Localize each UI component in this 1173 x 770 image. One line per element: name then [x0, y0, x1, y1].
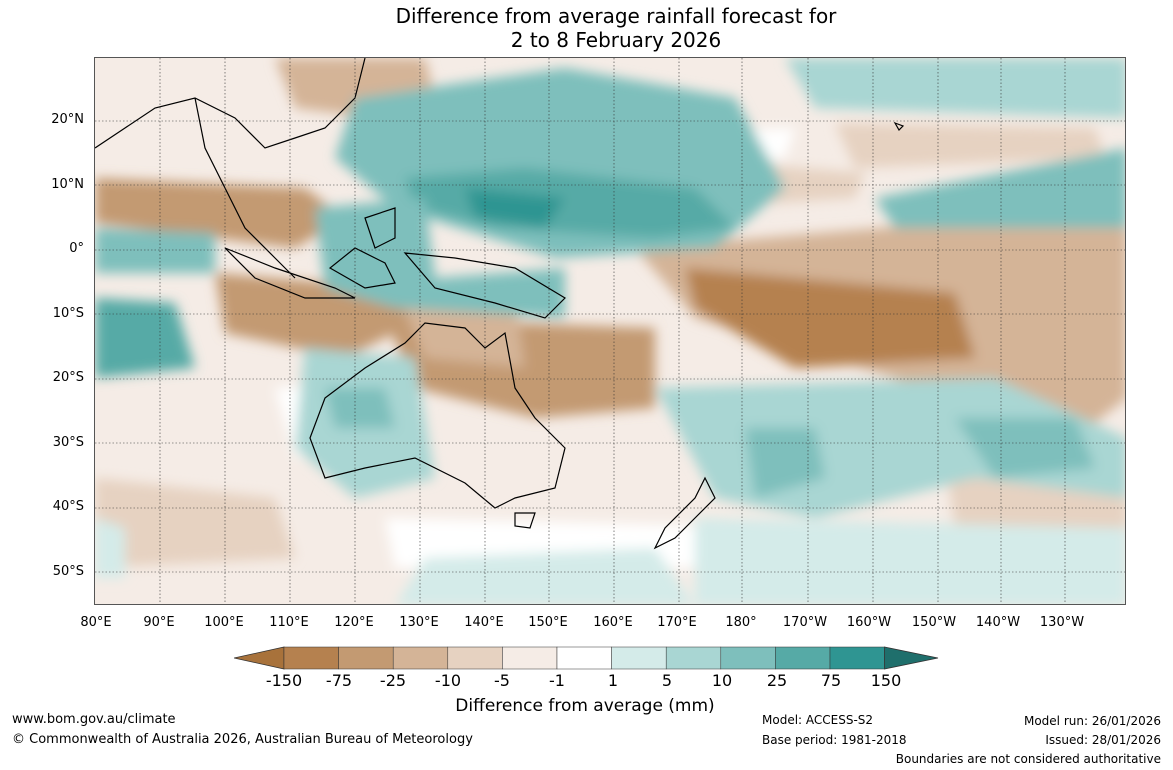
colorbar-label: 25	[766, 671, 788, 690]
colorbar-arrow-left	[234, 646, 285, 670]
title-line-1: Difference from average rainfall forecas…	[395, 4, 837, 28]
colorbar-swatch	[829, 646, 885, 670]
colorbar-label: -1	[549, 671, 565, 690]
lon-label-120e: 120°E	[334, 615, 374, 630]
colorbar-label: 75	[820, 671, 842, 690]
colorbar-swatch	[502, 646, 558, 670]
colorbar-title: Difference from average (mm)	[455, 696, 715, 716]
lat-label-20s: 20°S	[52, 370, 84, 385]
colorbar-swatch	[283, 646, 339, 670]
issued-date: Issued: 28/01/2026	[1045, 733, 1161, 747]
lat-label-10s: 10°S	[52, 306, 84, 321]
lon-label-140e: 140°E	[464, 615, 504, 630]
base-period: Base period: 1981-2018	[762, 733, 907, 747]
website-link[interactable]: www.bom.gov.au/climate	[12, 712, 176, 727]
colorbar-swatch	[392, 646, 449, 670]
model-run-date: Model run: 26/01/2026	[1023, 714, 1161, 728]
colorbar-label: -5	[494, 671, 510, 690]
lon-label-100e: 100°E	[204, 615, 244, 630]
lon-label-160w: 160°W	[846, 615, 892, 630]
title-line-2: 2 to 8 February 2026	[510, 28, 722, 52]
colorbar-label: 5	[661, 671, 673, 690]
graticule	[95, 58, 1125, 604]
colorbar-label: -75	[325, 671, 353, 690]
lon-label-170e: 170°E	[657, 615, 697, 630]
colorbar-label: -10	[434, 671, 462, 690]
lat-label-40s: 40°S	[52, 499, 84, 514]
lon-label-160e: 160°E	[593, 615, 633, 630]
copyright-text: © Commonwealth of Australia 2026, Austra…	[12, 732, 473, 747]
lat-label-50s: 50°S	[52, 564, 84, 579]
lat-label-0: 0°	[69, 241, 84, 256]
colorbar-label: 10	[711, 671, 733, 690]
lon-label-170w: 170°W	[782, 615, 828, 630]
colorbar-swatch	[447, 646, 503, 670]
colorbar-swatch	[338, 646, 394, 670]
lon-label-90e: 90°E	[143, 615, 175, 630]
colorbar-swatch	[775, 646, 831, 670]
lat-label-20n: 20°N	[51, 112, 84, 127]
colorbar-label: -25	[379, 671, 407, 690]
colorbar-swatch	[665, 646, 722, 670]
lon-label-150w: 150°W	[911, 615, 957, 630]
colorbar-label: -150	[265, 671, 303, 690]
lon-label-80e: 80°E	[80, 615, 112, 630]
lon-label-140w: 140°W	[975, 615, 1021, 630]
colorbar-label: 150	[870, 671, 902, 690]
boundary-disclaimer: Boundaries are not considered authoritat…	[895, 752, 1161, 766]
lon-label-180: 180°	[725, 615, 757, 630]
lat-label-30s: 30°S	[52, 435, 84, 450]
lon-label-110e: 110°E	[269, 615, 309, 630]
rainfall-anomaly-map	[94, 57, 1126, 605]
colorbar-arrow-right	[884, 646, 939, 670]
anomaly-field	[95, 58, 1125, 604]
map-canvas	[95, 58, 1125, 604]
colorbar-swatch	[556, 646, 612, 670]
colorbar-label: 1	[607, 671, 619, 690]
lon-label-130e: 130°E	[399, 615, 439, 630]
colorbar-swatch	[611, 646, 667, 670]
lon-label-130w: 130°W	[1039, 615, 1085, 630]
chart-title: Difference from average rainfall forecas…	[0, 4, 1173, 52]
colorbar-swatch	[720, 646, 776, 670]
lon-label-150e: 150°E	[528, 615, 568, 630]
colorbar	[234, 646, 939, 670]
model-name: Model: ACCESS-S2	[762, 713, 874, 727]
lat-label-10n: 10°N	[51, 177, 84, 192]
coastlines	[95, 58, 905, 550]
